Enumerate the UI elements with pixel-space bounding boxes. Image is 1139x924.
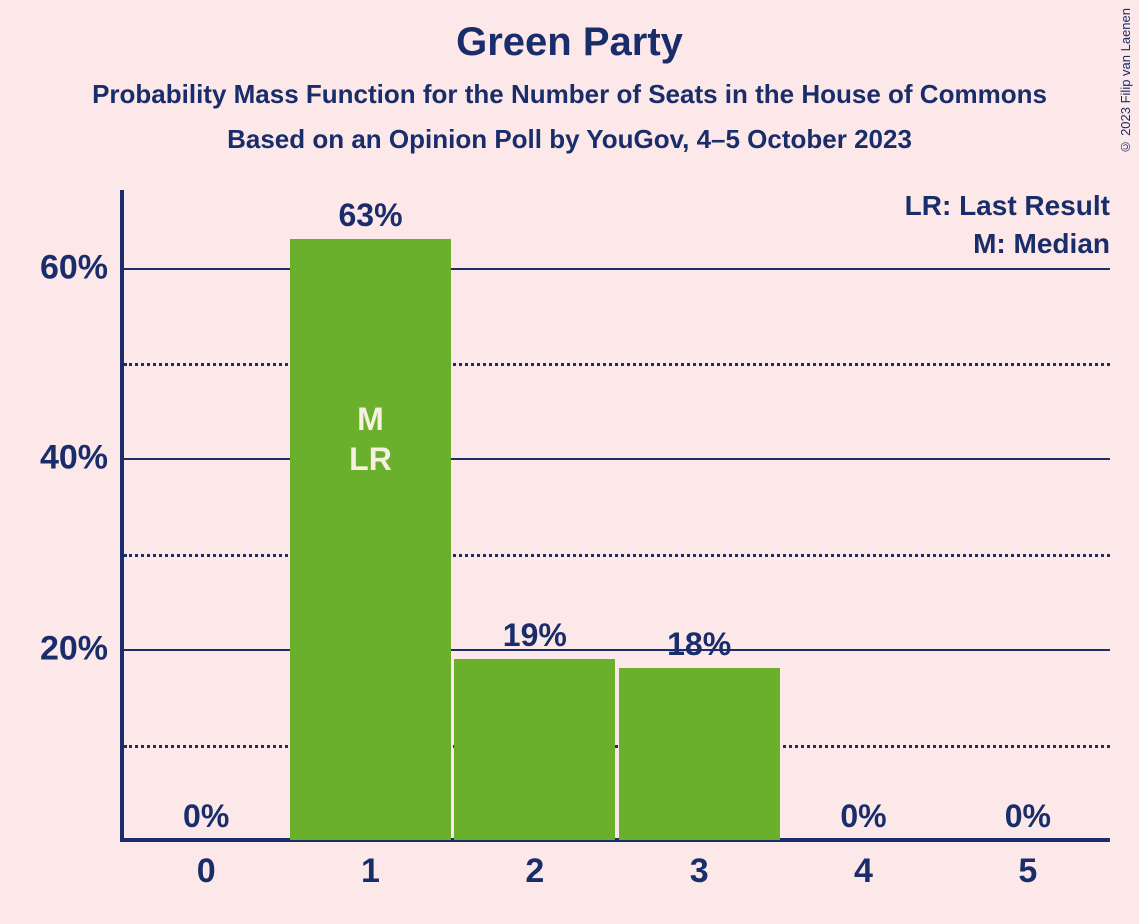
bar-value-label: 0% xyxy=(1005,798,1051,835)
bar xyxy=(454,659,615,840)
legend-lr: LR: Last Result xyxy=(905,190,1110,222)
bar-value-label: 63% xyxy=(338,197,402,234)
gridline-major xyxy=(124,649,1110,651)
bar-inner-annotation: MLR xyxy=(290,399,451,479)
chart-title: Green Party xyxy=(0,0,1139,65)
bar xyxy=(619,668,780,840)
copyright-text: © 2023 Filip van Laenen xyxy=(1118,8,1133,155)
x-tick-label: 5 xyxy=(1018,852,1037,891)
chart-plot-area: 20%40%60%0123450%MLR63%19%18%0%0%LR: Las… xyxy=(120,220,1110,840)
legend-m: M: Median xyxy=(973,228,1110,260)
x-tick-label: 0 xyxy=(197,852,216,891)
x-tick-label: 1 xyxy=(361,852,380,891)
gridline-major xyxy=(124,458,1110,460)
x-tick-label: 2 xyxy=(525,852,544,891)
x-tick-label: 4 xyxy=(854,852,873,891)
bar-value-label: 19% xyxy=(503,617,567,654)
chart-subtitle-1: Probability Mass Function for the Number… xyxy=(0,79,1139,110)
y-axis xyxy=(120,190,124,840)
bar: MLR xyxy=(290,239,451,840)
chart-subtitle-2: Based on an Opinion Poll by YouGov, 4–5 … xyxy=(0,124,1139,155)
y-tick-label: 60% xyxy=(40,248,108,287)
y-tick-label: 40% xyxy=(40,439,108,478)
bar-value-label: 0% xyxy=(183,798,229,835)
gridline-minor xyxy=(124,745,1110,748)
bar-value-label: 0% xyxy=(840,798,886,835)
y-tick-label: 20% xyxy=(40,630,108,669)
gridline-major xyxy=(124,268,1110,270)
gridline-minor xyxy=(124,363,1110,366)
x-tick-label: 3 xyxy=(690,852,709,891)
bar-value-label: 18% xyxy=(667,626,731,663)
gridline-minor xyxy=(124,554,1110,557)
